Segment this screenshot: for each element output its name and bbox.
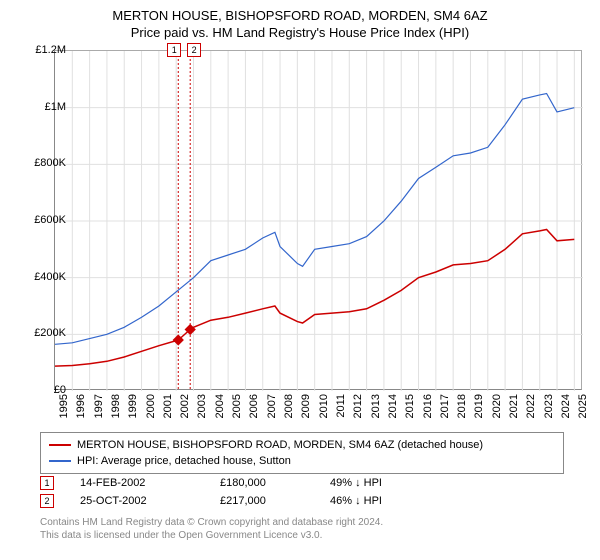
sale-marker-badge: 2 bbox=[40, 494, 54, 508]
x-tick-label: 2000 bbox=[145, 394, 157, 424]
sale-price: £180,000 bbox=[220, 477, 330, 489]
marker-badge: 2 bbox=[187, 43, 201, 57]
chart-subtitle: Price paid vs. HM Land Registry's House … bbox=[0, 25, 600, 40]
x-tick-label: 2024 bbox=[560, 394, 572, 424]
x-tick-label: 2010 bbox=[318, 394, 330, 424]
x-tick-label: 2006 bbox=[248, 394, 260, 424]
chart-svg bbox=[55, 51, 583, 391]
table-row: 1 14-FEB-2002 £180,000 49% HPI bbox=[40, 474, 564, 492]
table-row: 2 25-OCT-2002 £217,000 46% HPI bbox=[40, 492, 564, 510]
x-tick-label: 2016 bbox=[422, 394, 434, 424]
marker-badge: 1 bbox=[167, 43, 181, 57]
y-tick-label: £800K bbox=[34, 157, 66, 169]
chart-plot-area: 12 bbox=[54, 50, 582, 390]
sale-date: 14-FEB-2002 bbox=[80, 477, 220, 489]
x-tick-label: 2009 bbox=[300, 394, 312, 424]
x-tick-label: 2004 bbox=[214, 394, 226, 424]
x-tick-label: 2020 bbox=[491, 394, 503, 424]
x-tick-label: 1997 bbox=[93, 394, 105, 424]
x-tick-label: 2022 bbox=[525, 394, 537, 424]
legend-swatch bbox=[49, 460, 71, 462]
x-tick-label: 2014 bbox=[387, 394, 399, 424]
x-tick-label: 2011 bbox=[335, 394, 347, 424]
arrow-down-icon bbox=[355, 495, 361, 507]
x-tick-label: 1999 bbox=[127, 394, 139, 424]
x-tick-label: 2015 bbox=[404, 394, 416, 424]
legend-row: MERTON HOUSE, BISHOPSFORD ROAD, MORDEN, … bbox=[49, 437, 555, 453]
x-tick-label: 2002 bbox=[179, 394, 191, 424]
y-tick-label: £1M bbox=[45, 101, 66, 113]
x-tick-label: 2003 bbox=[196, 394, 208, 424]
sale-price: £217,000 bbox=[220, 495, 330, 507]
legend-row: HPI: Average price, detached house, Sutt… bbox=[49, 453, 555, 469]
footer-attribution: Contains HM Land Registry data © Crown c… bbox=[40, 516, 383, 542]
sale-pct-vs-hpi: 46% HPI bbox=[330, 495, 460, 507]
x-tick-label: 2005 bbox=[231, 394, 243, 424]
x-tick-label: 2021 bbox=[508, 394, 520, 424]
x-tick-label: 2017 bbox=[439, 394, 451, 424]
y-tick-label: £200K bbox=[34, 327, 66, 339]
x-tick-label: 1996 bbox=[75, 394, 87, 424]
x-tick-label: 2018 bbox=[456, 394, 468, 424]
arrow-down-icon bbox=[355, 477, 361, 489]
x-tick-label: 2013 bbox=[370, 394, 382, 424]
legend-label: MERTON HOUSE, BISHOPSFORD ROAD, MORDEN, … bbox=[77, 439, 483, 451]
chart-title: MERTON HOUSE, BISHOPSFORD ROAD, MORDEN, … bbox=[0, 8, 600, 23]
y-tick-label: £600K bbox=[34, 214, 66, 226]
legend-swatch bbox=[49, 444, 71, 446]
sale-marker-badge: 1 bbox=[40, 476, 54, 490]
sales-table: 1 14-FEB-2002 £180,000 49% HPI 2 25-OCT-… bbox=[40, 474, 564, 510]
x-tick-label: 1995 bbox=[58, 394, 70, 424]
x-tick-label: 1998 bbox=[110, 394, 122, 424]
x-tick-label: 2025 bbox=[577, 394, 589, 424]
sale-pct-vs-hpi: 49% HPI bbox=[330, 477, 460, 489]
y-tick-label: £1.2M bbox=[35, 44, 66, 56]
chart-legend: MERTON HOUSE, BISHOPSFORD ROAD, MORDEN, … bbox=[40, 432, 564, 474]
x-tick-label: 2008 bbox=[283, 394, 295, 424]
x-tick-label: 2001 bbox=[162, 394, 174, 424]
x-tick-label: 2023 bbox=[543, 394, 555, 424]
x-tick-label: 2007 bbox=[266, 394, 278, 424]
y-tick-label: £400K bbox=[34, 271, 66, 283]
sale-date: 25-OCT-2002 bbox=[80, 495, 220, 507]
x-tick-label: 2012 bbox=[352, 394, 364, 424]
x-tick-label: 2019 bbox=[473, 394, 485, 424]
legend-label: HPI: Average price, detached house, Sutt… bbox=[77, 455, 291, 467]
